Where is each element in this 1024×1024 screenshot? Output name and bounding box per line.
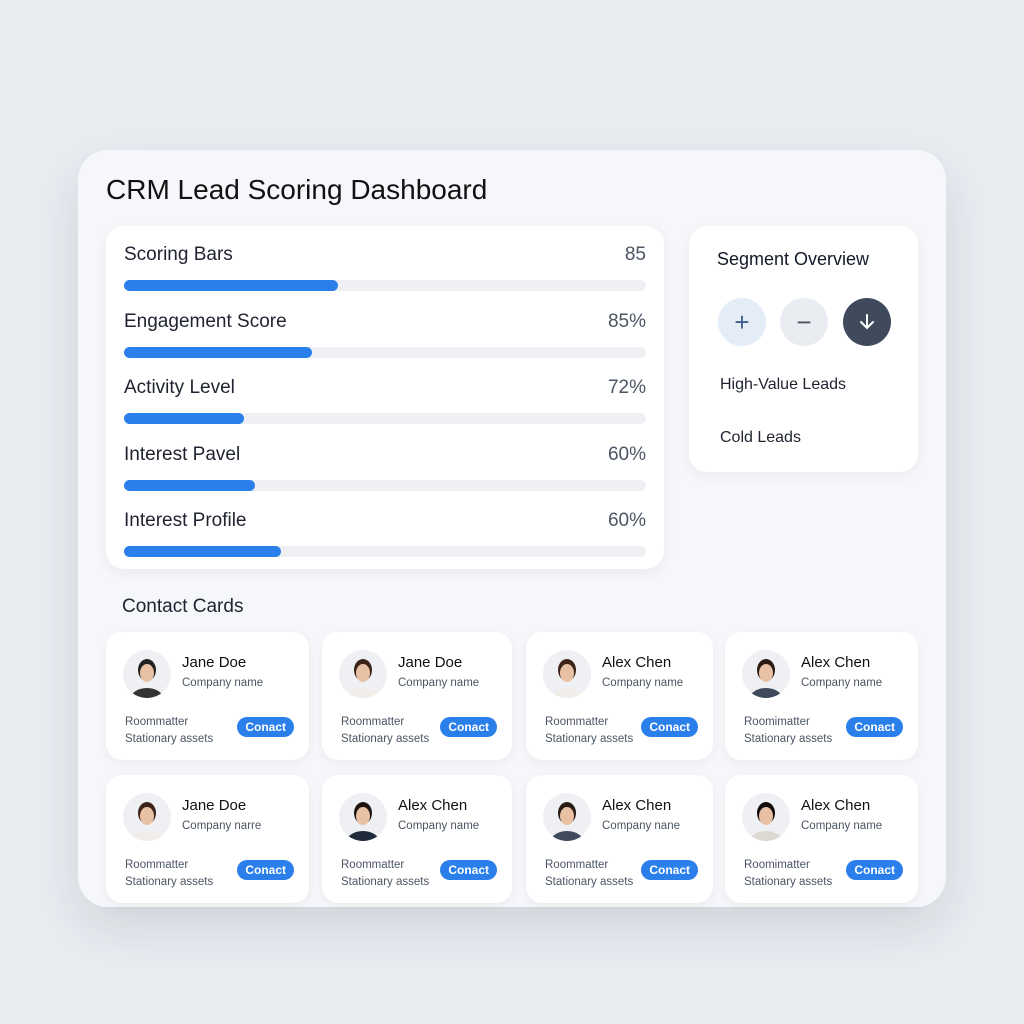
score-value: 85% bbox=[607, 310, 646, 332]
contact-detail: Stationary assets bbox=[125, 733, 214, 745]
score-value: 60% bbox=[607, 443, 646, 465]
contact-name: Alex Chen bbox=[801, 797, 871, 814]
contact-detail: Stationary assets bbox=[744, 733, 833, 745]
avatar bbox=[742, 650, 790, 698]
contact-card: Jane Doe Company name Roommatter Station… bbox=[322, 632, 512, 760]
contact-detail: Stationary assets bbox=[545, 876, 634, 888]
contact-detail: Stationary assets bbox=[545, 733, 634, 745]
score-bar-fill bbox=[124, 280, 339, 291]
contact-company: Company name bbox=[398, 820, 480, 832]
score-bar bbox=[124, 546, 646, 557]
contact-name: Alex Chen bbox=[602, 797, 672, 814]
contact-button[interactable]: Conact bbox=[641, 860, 698, 880]
score-bar-fill bbox=[124, 346, 312, 358]
contact-name: Jane Doe bbox=[398, 654, 463, 671]
avatar bbox=[543, 793, 591, 841]
score-row: Interest Profile 60% bbox=[124, 510, 646, 577]
avatar bbox=[742, 793, 790, 841]
contact-company: Company name bbox=[182, 677, 264, 689]
contact-button[interactable]: Conact bbox=[237, 717, 294, 737]
avatar bbox=[339, 793, 387, 841]
score-bar bbox=[124, 346, 646, 358]
avatar bbox=[543, 650, 591, 698]
score-bar bbox=[124, 479, 646, 491]
dashboard-panel: CRM Lead Scoring Dashboard Scoring Bars 8… bbox=[78, 150, 946, 907]
contact-button[interactable]: Conact bbox=[846, 717, 903, 737]
page-title: CRM Lead Scoring Dashboard bbox=[106, 174, 488, 205]
contact-card: Alex Chen Company name Roomimatter Stati… bbox=[725, 775, 918, 903]
contact-detail: Roommatter bbox=[341, 859, 405, 871]
contact-detail: Stationary assets bbox=[341, 876, 430, 888]
score-label: Scoring Bars bbox=[124, 244, 233, 265]
contact-card: Alex Chen Company name Roomimatter Stati… bbox=[725, 632, 918, 760]
contact-name: Alex Chen bbox=[602, 654, 672, 671]
contact-detail: Roommatter bbox=[125, 859, 189, 871]
contact-button[interactable]: Conact bbox=[440, 860, 497, 880]
contact-detail: Roommatter bbox=[545, 716, 609, 728]
segment-high-value-leads[interactable]: High-Value Leads bbox=[720, 376, 847, 393]
score-label: Engagement Score bbox=[124, 310, 287, 332]
contact-cards-title: Contact Cards bbox=[122, 596, 244, 617]
contact-detail: Roomimatter bbox=[744, 859, 810, 871]
contact-name: Jane Doe bbox=[182, 797, 247, 814]
contact-detail: Roomimatter bbox=[744, 716, 810, 728]
contact-card: Alex Chen Company nane Roommatter Statio… bbox=[526, 775, 713, 903]
contact-company: Company name bbox=[801, 677, 883, 689]
contact-detail: Roommatter bbox=[125, 716, 189, 728]
segment-overview-card: Segment Overview + − High-Value Leads Co… bbox=[689, 226, 918, 472]
contact-card: Alex Chen Company name Roommatter Statio… bbox=[526, 632, 713, 760]
score-label: Interest Profile bbox=[124, 510, 247, 531]
score-bar-fill bbox=[124, 546, 281, 557]
contact-company: Company name bbox=[602, 677, 684, 689]
score-bar-fill bbox=[124, 413, 245, 424]
contact-detail: Roommatter bbox=[545, 859, 609, 871]
contact-company: Company name bbox=[801, 820, 883, 832]
score-value: 85 bbox=[624, 244, 646, 265]
minus-icon[interactable]: − bbox=[780, 298, 828, 346]
contact-card: Alex Chen Company name Roommatter Statio… bbox=[322, 775, 512, 903]
avatar bbox=[123, 793, 171, 841]
arrow-down-icon[interactable] bbox=[843, 298, 891, 346]
scoring-card: Scoring Bars 85 Engagement Score 85% Activ… bbox=[106, 226, 664, 569]
avatar bbox=[123, 650, 171, 698]
avatar bbox=[339, 650, 387, 698]
contact-company: Company nane bbox=[602, 820, 680, 832]
score-label: Interest Pavel bbox=[124, 443, 241, 465]
score-bar bbox=[124, 280, 646, 291]
contact-detail: Stationary assets bbox=[744, 876, 833, 888]
contact-company: Company name bbox=[398, 677, 480, 689]
segment-cold-leads[interactable]: Cold Leads bbox=[720, 429, 801, 446]
contact-detail: Roommatter bbox=[341, 716, 405, 728]
plus-icon[interactable]: + bbox=[718, 298, 766, 346]
score-row: Activity Level 72% bbox=[124, 377, 646, 444]
contact-detail: Stationary assets bbox=[125, 876, 214, 888]
score-bar bbox=[124, 413, 646, 424]
contact-button[interactable]: Conact bbox=[237, 860, 294, 880]
contact-button[interactable]: Conact bbox=[641, 717, 698, 737]
contact-name: Alex Chen bbox=[398, 797, 468, 814]
score-bar-fill bbox=[124, 479, 255, 491]
contact-card: Jane Doe Company narre Roommatter Statio… bbox=[106, 775, 309, 903]
contact-company: Company narre bbox=[182, 820, 262, 832]
score-value: 72% bbox=[607, 377, 646, 398]
contact-button[interactable]: Conact bbox=[440, 717, 497, 737]
contact-name: Jane Doe bbox=[182, 654, 247, 671]
score-label: Activity Level bbox=[124, 377, 235, 398]
contact-detail: Stationary assets bbox=[341, 733, 430, 745]
segment-title: Segment Overview bbox=[717, 249, 870, 269]
contact-card: Jane Doe Company name Roommatter Station… bbox=[106, 632, 309, 760]
score-row: Interest Pavel 60% bbox=[124, 444, 646, 511]
contact-button[interactable]: Conact bbox=[846, 860, 903, 880]
contact-name: Alex Chen bbox=[801, 654, 871, 671]
score-value: 60% bbox=[607, 510, 646, 531]
score-row: Engagement Score 85% bbox=[124, 311, 646, 378]
score-row: Scoring Bars 85 bbox=[124, 244, 646, 311]
